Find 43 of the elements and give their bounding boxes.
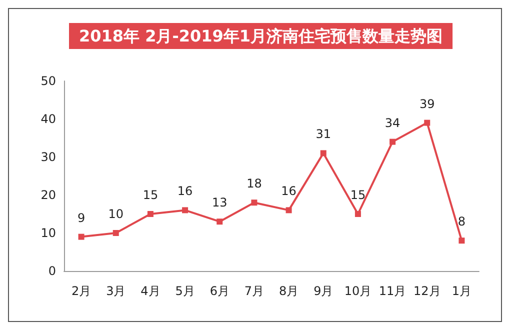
y-tick-label: 10 <box>40 226 56 240</box>
y-tick-label: 0 <box>48 264 56 278</box>
data-label: 8 <box>458 214 466 229</box>
x-tick-label: 8月 <box>278 284 299 298</box>
point <box>354 211 361 217</box>
y-tick-label: 50 <box>40 74 56 88</box>
data-label: 9 <box>77 210 86 225</box>
data-label: 10 <box>108 207 124 221</box>
x-tick-label: 6月 <box>210 284 230 298</box>
x-tick-label: 4月 <box>140 284 160 298</box>
x-tick-label: 12月 <box>413 284 441 298</box>
data-label: 15 <box>142 188 158 202</box>
data-label: 13 <box>212 196 228 210</box>
x-tick-label: 5月 <box>175 284 195 298</box>
point <box>320 150 326 156</box>
y-tick-label: 40 <box>40 112 56 126</box>
y-tick-label: 30 <box>40 150 56 164</box>
point <box>112 230 119 236</box>
point <box>286 207 292 214</box>
chart-title: 2018年 2月-2019年1月济南住宅预售数量走势图 <box>79 26 443 46</box>
point <box>251 200 258 206</box>
x-tick-label: 7月 <box>244 284 264 298</box>
x-tick-label: 2月 <box>71 284 92 298</box>
data-label: 15 <box>350 188 366 202</box>
point <box>78 234 84 240</box>
point <box>458 238 465 244</box>
data-label: 39 <box>419 96 435 111</box>
point <box>182 207 188 214</box>
x-tick-label: 10月 <box>344 284 372 298</box>
x-tick-label: 1月 <box>452 284 472 298</box>
point <box>216 218 223 225</box>
data-label: 16 <box>281 184 296 198</box>
x-tick-label: 3月 <box>106 284 126 298</box>
x-tick-label: 11月 <box>378 284 406 298</box>
point <box>390 138 396 145</box>
data-label: 31 <box>316 127 332 142</box>
data-label: 34 <box>384 116 400 130</box>
data-label: 18 <box>246 176 262 191</box>
y-tick-label: 20 <box>40 188 56 202</box>
data-label: 16 <box>177 184 193 198</box>
x-tick-label: 9月 <box>314 284 334 298</box>
point <box>147 211 154 217</box>
point <box>424 120 430 126</box>
